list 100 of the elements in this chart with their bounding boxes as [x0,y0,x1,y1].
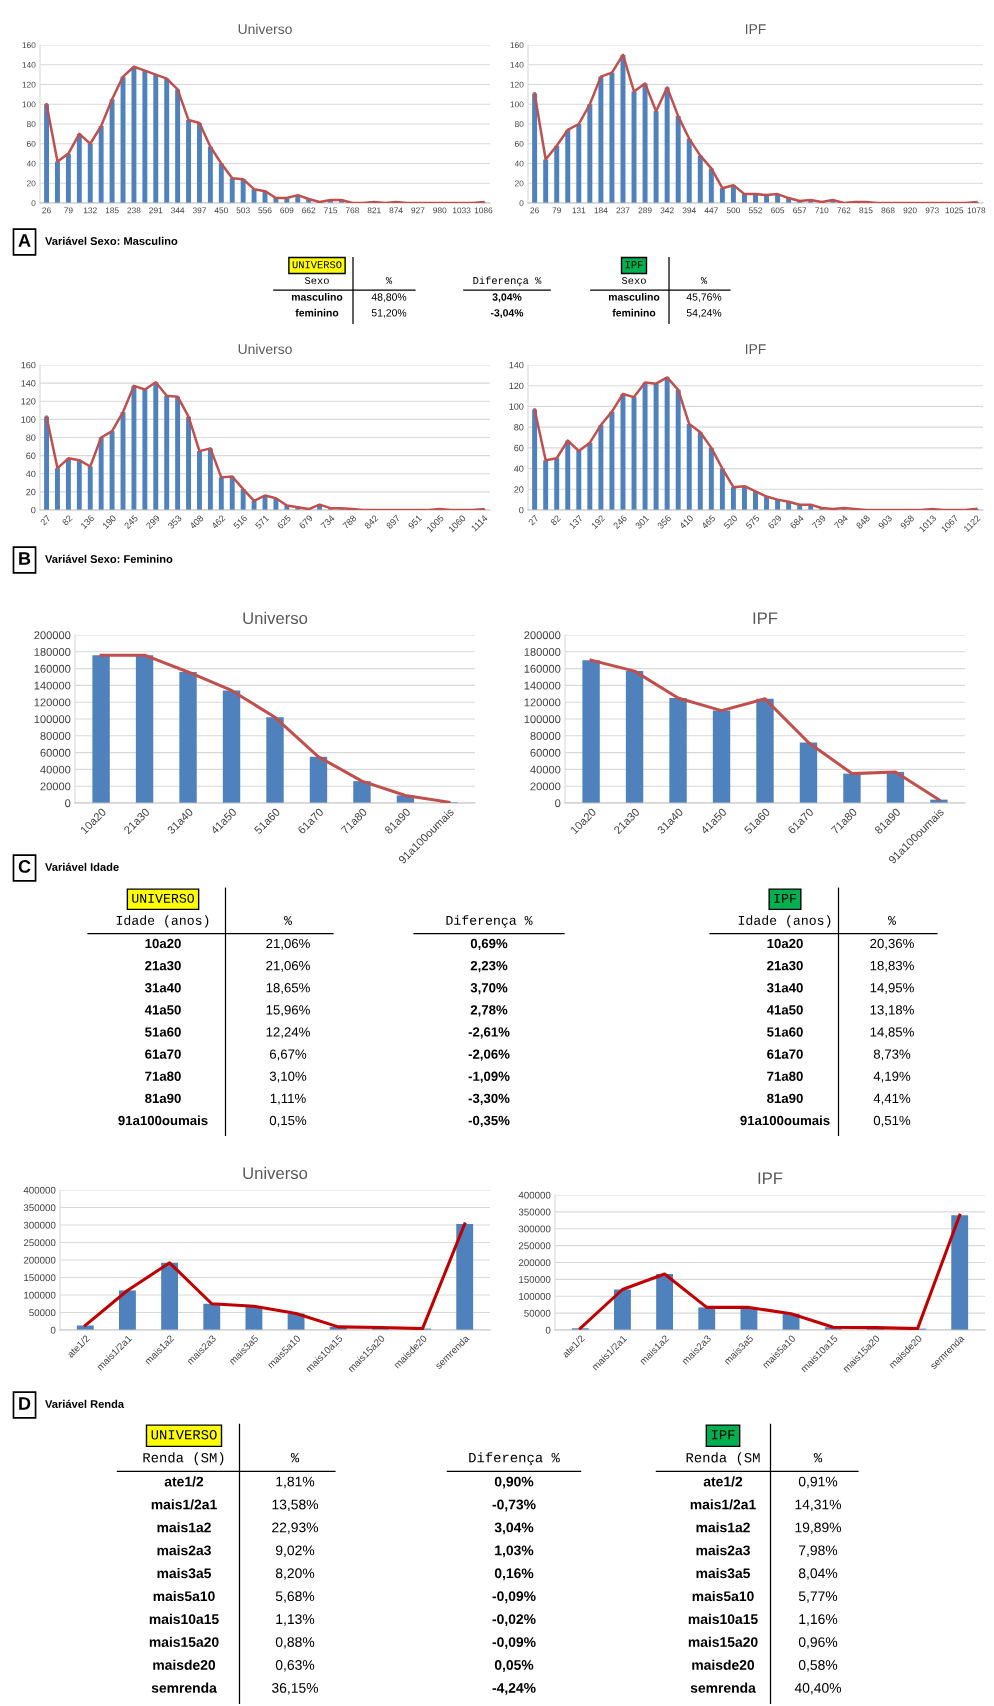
x-tick-label: 462 [210,514,226,530]
y-tick-label: 160 [22,42,36,49]
y-tick-label: 180000 [524,648,561,656]
text: mais15a20 [688,1636,758,1647]
text: % [290,1453,300,1463]
x-tick-label: 238 [127,207,141,214]
y-tick-label: 140 [22,61,36,68]
x-tick-label: 1033 [452,207,471,214]
text: 4,41% [873,1093,911,1105]
x-tick-label: 410 [678,514,694,530]
text: -2,61% [468,1027,510,1039]
text: Sexo [621,277,646,285]
chart-title: IPF [745,344,766,354]
x-tick-label: 344 [170,207,185,214]
x-tick-label: 897 [385,514,401,530]
x-tick-label: 136 [80,514,95,530]
y-tick-label: 140000 [34,681,71,690]
y-tick-label: 150000 [519,1276,551,1283]
text: 8,73% [873,1049,911,1061]
text: 15,96% [266,1005,310,1017]
text: 36,15% [271,1682,319,1695]
x-tick-label: 353 [167,514,183,530]
text: maisde20 [692,1659,755,1670]
text: 20,36% [870,938,914,950]
x-tick-label: 397 [192,207,206,214]
text: 0,96% [798,1637,838,1649]
x-tick-label: 762 [837,207,851,214]
y-tick-label: 0 [519,200,524,207]
y-tick-label: 140000 [524,681,561,690]
text: 41a50 [766,1005,803,1015]
y-tick-label: 150000 [24,1274,56,1282]
text: 51,20% [371,309,407,318]
x-tick-label: 245 [123,514,139,530]
y-tick-label: 100000 [519,1292,551,1300]
x-tick-label: 657 [793,207,807,214]
text: B [19,552,31,565]
x-tick-label: 190 [102,514,117,530]
text: -1,09% [468,1071,510,1083]
y-tick-label: 0 [519,506,524,514]
y-tick-label: 300000 [23,1221,56,1229]
text: 12,24% [266,1027,310,1039]
x-tick-label: 571 [254,514,270,530]
y-tick-label: 160000 [524,664,561,673]
y-tick-label: 140 [510,61,524,68]
text: Diferença % [446,915,533,928]
chart-title: Universo [238,343,292,355]
x-tick-label: 408 [189,514,204,530]
y-tick-label: 40 [26,160,36,167]
text: 48,80% [371,293,407,302]
y-tick-label: 200000 [524,631,561,640]
y-tick-label: 100000 [524,715,561,724]
text: -4,24% [492,1682,536,1695]
text: 6,67% [269,1049,307,1061]
x-tick-label: 874 [389,207,403,214]
text: 1,81% [276,1476,315,1489]
x-tick-label: 356 [656,514,672,530]
x-tick-label: 185 [105,207,119,214]
text: IPF [625,261,643,269]
y-tick-label: 350000 [23,1204,56,1212]
x-tick-label: 821 [367,207,381,214]
x-tick-label: 958 [899,514,915,530]
text: 0,90% [494,1476,534,1489]
y-tick-label: 100000 [24,1291,56,1299]
text: 2,78% [470,1005,508,1017]
text: -3,30% [468,1093,510,1105]
text: 13,58% [272,1499,319,1512]
y-tick-label: 40000 [530,765,561,774]
text: mais1a2 [696,1522,750,1533]
text: -0,35% [468,1115,510,1128]
text: UNIVERSO [292,261,342,269]
x-tick-label: 516 [232,514,248,530]
text: 8,04% [798,1568,838,1580]
text: 5,77% [798,1591,838,1603]
text: A [18,234,31,247]
y-tick-label: 0 [555,799,561,808]
text: UNIVERSO [151,1430,217,1440]
y-tick-label: 100 [509,403,524,410]
y-tick-label: 160000 [34,664,71,673]
y-tick-label: 60 [26,452,36,459]
text: 1,13% [276,1614,315,1626]
x-tick-label: 920 [903,207,917,214]
y-tick-label: 200000 [34,631,71,640]
y-tick-label: 0 [31,506,36,514]
x-tick-label: 662 [302,207,316,214]
x-tick-label: 556 [258,207,272,214]
text: 13,18% [870,1005,914,1017]
x-tick-label: 26 [530,207,539,214]
y-tick-label: 100 [510,101,524,108]
x-tick-label: 625 [276,514,292,530]
x-tick-label: 788 [342,514,357,530]
text: ate1/2 [164,1476,204,1487]
x-tick-label: 26 [42,207,51,214]
x-tick-label: 842 [364,514,379,530]
y-tick-label: 50000 [524,1309,551,1317]
x-tick-label: 951 [407,514,423,530]
x-tick-label: 1078 [967,207,986,214]
text: 14,31% [795,1499,842,1512]
y-tick-label: 200000 [518,1259,551,1267]
text: 45,76% [686,293,722,302]
y-tick-label: 20 [514,180,524,187]
